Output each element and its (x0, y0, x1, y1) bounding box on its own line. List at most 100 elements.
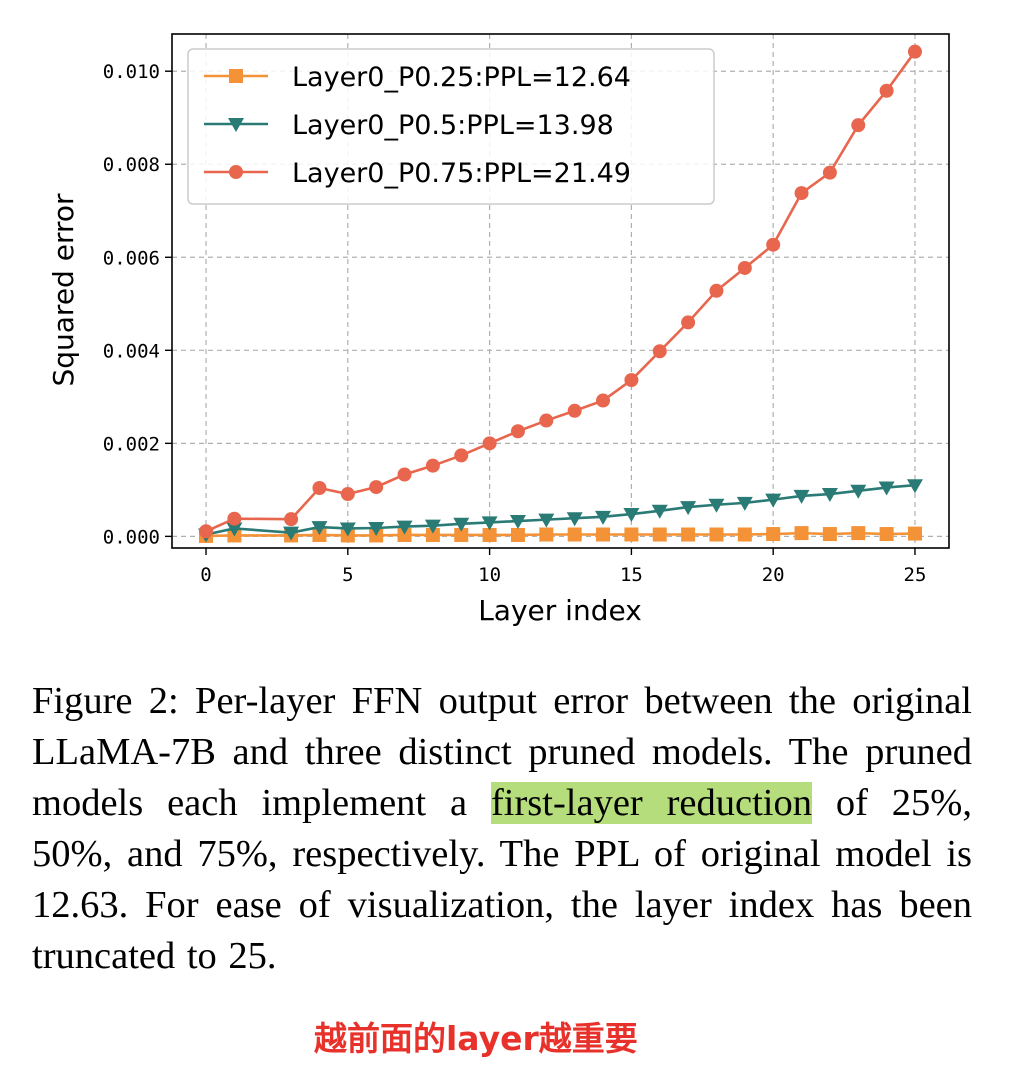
legend-label: Layer0_P0.5:PPL=13.98 (292, 110, 614, 141)
data-point (538, 513, 555, 528)
legend-label: Layer0_P0.25:PPL=12.64 (292, 62, 631, 93)
y-axis-ticks: 0.000 0.002 0.004 0.006 0.008 0.010 (103, 61, 172, 548)
data-point (481, 516, 498, 531)
y-tick-label: 0.010 (103, 61, 160, 83)
data-point (595, 510, 612, 525)
data-point (851, 118, 866, 133)
data-point (566, 512, 583, 527)
x-tick-label: 0 (200, 564, 211, 586)
data-point (311, 521, 328, 536)
caption-text-end: of 25%, 50%, and 75%, respectively. The … (32, 782, 972, 977)
data-point (226, 522, 243, 537)
data-point (906, 479, 923, 494)
data-point (227, 511, 242, 526)
data-point (681, 527, 696, 542)
series-line (205, 483, 916, 536)
legend-box (187, 48, 715, 205)
series-line (206, 531, 915, 538)
data-point (283, 526, 300, 541)
data-point (596, 393, 611, 408)
y-tick-label: 0.006 (103, 247, 160, 269)
data-point (794, 186, 809, 201)
data-point (567, 403, 582, 418)
data-point (510, 527, 525, 542)
data-point (369, 480, 384, 495)
data-point (822, 165, 837, 180)
y-tick-label: 0.002 (103, 433, 160, 455)
caption-text-start: Figure 2: Per-layer FFN output error bet… (32, 680, 972, 824)
data-point (821, 488, 838, 503)
y-tick-label: 0.000 (103, 526, 160, 548)
data-point (596, 527, 611, 542)
data-point (340, 487, 355, 502)
data-point (482, 436, 497, 451)
line-chart: 0 5 10 15 20 25 0.000 0.002 0.004 0.006 0.008 0.01… (47, 33, 950, 627)
data-point (737, 527, 752, 542)
data-point (879, 83, 894, 98)
data-point (681, 315, 696, 330)
y-tick-label: 0.008 (103, 154, 160, 176)
x-tick-label: 10 (478, 564, 501, 586)
data-point (652, 527, 667, 542)
data-point (339, 522, 356, 537)
data-point (624, 527, 639, 542)
data-point (454, 527, 469, 542)
data-point (907, 44, 922, 59)
x-tick-label: 15 (620, 564, 643, 586)
handwritten-annotation: 越前面的layer越重要 (314, 1019, 638, 1058)
y-axis-label: Squared error (47, 193, 80, 387)
x-axis-label: Layer index (478, 594, 642, 627)
x-axis-ticks: 0 5 10 15 20 25 (200, 548, 926, 586)
data-point (851, 526, 866, 541)
data-point (567, 527, 582, 542)
data-point (850, 484, 867, 499)
data-point (765, 493, 782, 508)
data-point (539, 413, 554, 428)
legend: Layer0_P0.25:PPL=12.64 Layer0_P0.5:PPL=13… (187, 48, 715, 205)
data-point (368, 521, 385, 536)
data-point (454, 448, 469, 463)
data-point (793, 489, 810, 504)
y-tick-label: 0.004 (103, 340, 160, 362)
data-point (878, 481, 895, 496)
data-point (709, 283, 724, 298)
data-point (509, 515, 526, 530)
x-tick-label: 25 (904, 564, 927, 586)
plot-frame (171, 33, 950, 549)
x-tick-label: 20 (762, 564, 785, 586)
data-point (737, 260, 752, 275)
data-point (879, 527, 894, 542)
legend-item: Layer0_P0.25:PPL=12.64 (204, 62, 631, 93)
data-point (709, 527, 724, 542)
data-point (425, 527, 440, 542)
legend-marker (229, 69, 243, 83)
data-point (652, 344, 667, 359)
data-point (397, 467, 412, 482)
series-group (198, 44, 923, 543)
data-point (396, 520, 413, 535)
data-point (907, 526, 922, 541)
data-point (651, 504, 668, 519)
data-point (397, 527, 412, 542)
legend-label: Layer0_P0.75:PPL=21.49 (292, 158, 631, 189)
data-point (794, 526, 809, 541)
figure-caption: Figure 2: Per-layer FFN output error bet… (32, 676, 972, 982)
legend-item: Layer0_P0.75:PPL=21.49 (204, 158, 631, 189)
data-point (822, 527, 837, 542)
legend-marker (228, 118, 244, 132)
data-point (424, 519, 441, 534)
caption-highlight: first-layer reduction (490, 782, 812, 824)
data-point (623, 508, 640, 523)
series-3 (199, 44, 922, 539)
legend-item: Layer0_P0.5:PPL=13.98 (204, 110, 614, 141)
legend-marker (229, 165, 243, 179)
data-point (766, 527, 781, 542)
data-point (539, 527, 554, 542)
series-2 (198, 479, 923, 543)
data-point (510, 424, 525, 439)
data-point (766, 237, 781, 252)
data-point (425, 458, 440, 473)
data-point (708, 498, 725, 513)
data-point (624, 373, 639, 388)
x-tick-label: 5 (342, 564, 353, 586)
